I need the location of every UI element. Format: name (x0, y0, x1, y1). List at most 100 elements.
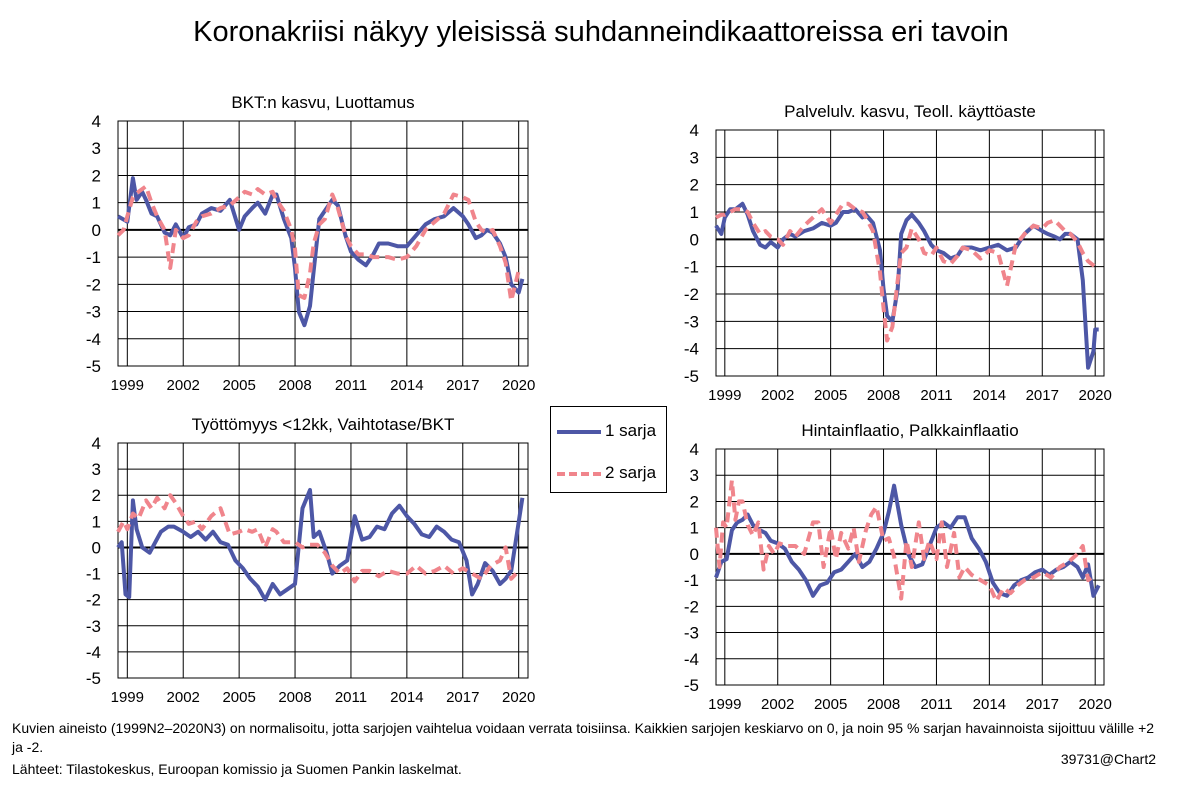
x-tick-label: 2005 (814, 387, 847, 404)
y-tick-label: -3 (684, 312, 699, 331)
legend-swatch-series2 (557, 472, 601, 476)
x-tick-label: 2005 (814, 696, 847, 713)
x-tick-label: 1999 (708, 387, 741, 404)
y-tick-label: -2 (684, 597, 699, 616)
x-tick-label: 2020 (1078, 387, 1111, 404)
legend: 1 sarja 2 sarja (550, 406, 667, 493)
x-tick-label: 2011 (335, 377, 367, 394)
x-tick-label: 2008 (867, 696, 900, 713)
y-tick-label: 2 (690, 492, 699, 511)
y-tick-label: 0 (92, 538, 101, 557)
y-tick-label: -3 (684, 624, 699, 643)
y-tick-label: 1 (690, 203, 699, 222)
y-tick-label: -1 (86, 248, 101, 267)
x-tick-label: 2011 (920, 387, 952, 404)
legend-label-series1: 1 sarja (605, 421, 657, 440)
x-tick-label: 2002 (167, 689, 200, 706)
x-tick-label: 2014 (390, 377, 423, 394)
plot-frame (117, 442, 529, 679)
x-tick-label: 2002 (761, 696, 794, 713)
x-tick-label: 2002 (167, 377, 200, 394)
y-tick-label: -3 (86, 617, 101, 636)
x-tick-label: 2011 (335, 689, 367, 706)
x-tick-label: 2011 (920, 696, 952, 713)
source-note: Lähteet: Tilastokeskus, Euroopan komissi… (12, 761, 462, 777)
y-tick-label: -4 (684, 650, 699, 669)
chart-title: Palvelulv. kasvu, Teoll. käyttöaste (784, 102, 1036, 121)
x-tick-label: 2014 (390, 689, 423, 706)
x-tick-label: 2008 (278, 689, 311, 706)
x-tick-label: 1999 (111, 689, 144, 706)
y-tick-label: -1 (684, 258, 699, 277)
y-tick-label: -5 (86, 669, 101, 688)
y-tick-label: -3 (86, 303, 101, 322)
y-tick-label: 0 (690, 230, 699, 249)
plot-frame (715, 129, 1105, 377)
y-tick-label: -4 (86, 330, 101, 349)
y-tick-label: -4 (684, 340, 699, 359)
plot-frame (715, 448, 1105, 686)
x-tick-label: 2020 (502, 377, 535, 394)
chart-title: Hintainflaatio, Palkkainflaatio (801, 421, 1018, 440)
series-2-line (715, 201, 1097, 343)
y-tick-label: 3 (92, 139, 101, 158)
x-tick-label: 2017 (446, 377, 479, 394)
y-tick-label: 4 (92, 434, 101, 453)
legend-item-series2: 2 sarja (557, 463, 662, 483)
series-2-line (116, 184, 524, 303)
y-tick-label: -5 (684, 676, 699, 695)
x-tick-label: 1999 (708, 696, 741, 713)
x-tick-label: 2017 (1026, 387, 1059, 404)
y-tick-label: 4 (92, 112, 101, 131)
y-tick-label: 0 (92, 221, 101, 240)
footnote: Kuvien aineisto (1999N2–2020N3) on norma… (12, 720, 1155, 755)
x-tick-label: 2017 (446, 689, 479, 706)
page-title: Koronakriisi näkyy yleisissä suhdanneind… (193, 16, 1009, 48)
x-tick-label: 2008 (278, 377, 311, 394)
y-tick-label: -5 (86, 357, 101, 376)
x-tick-label: 2005 (222, 689, 255, 706)
series-1-line (714, 483, 1101, 598)
x-tick-label: 2020 (502, 689, 535, 706)
y-tick-label: 2 (92, 166, 101, 185)
series-2-line (116, 493, 521, 584)
y-tick-label: -2 (86, 591, 101, 610)
legend-swatch-series1 (557, 430, 601, 434)
x-tick-label: 1999 (111, 377, 144, 394)
y-tick-label: 3 (92, 460, 101, 479)
x-tick-label: 2017 (1026, 696, 1059, 713)
x-tick-label: 2002 (761, 387, 794, 404)
x-tick-label: 2005 (222, 377, 255, 394)
y-tick-label: -1 (684, 571, 699, 590)
x-tick-label: 2014 (973, 387, 1006, 404)
y-tick-label: 1 (92, 512, 101, 531)
y-tick-label: 2 (690, 176, 699, 195)
y-tick-label: 4 (690, 121, 699, 140)
series-1-line (116, 488, 525, 602)
y-tick-label: 2 (92, 486, 101, 505)
y-tick-label: 3 (690, 466, 699, 485)
y-tick-label: -4 (86, 643, 101, 662)
y-tick-label: 1 (690, 519, 699, 538)
y-tick-label: -2 (684, 285, 699, 304)
chart-title: Työttömyys <12kk, Vaihtotase/BKT (192, 415, 455, 434)
y-tick-label: -5 (684, 367, 699, 386)
series-2-line (714, 478, 1097, 604)
y-tick-label: -1 (86, 565, 101, 584)
y-tick-label: 3 (690, 148, 699, 167)
legend-item-series1: 1 sarja (557, 421, 662, 441)
chart-credit: 39731@Chart2 (1060, 751, 1156, 767)
series-1-line (116, 176, 525, 328)
y-tick-label: 0 (690, 545, 699, 564)
y-tick-label: 1 (92, 194, 101, 213)
chart-title: BKT:n kasvu, Luottamus (231, 93, 414, 112)
y-tick-label: -2 (86, 275, 101, 294)
y-tick-label: 4 (690, 440, 699, 459)
plot-frame (117, 120, 529, 367)
x-tick-label: 2008 (867, 387, 900, 404)
x-tick-label: 2014 (973, 696, 1006, 713)
